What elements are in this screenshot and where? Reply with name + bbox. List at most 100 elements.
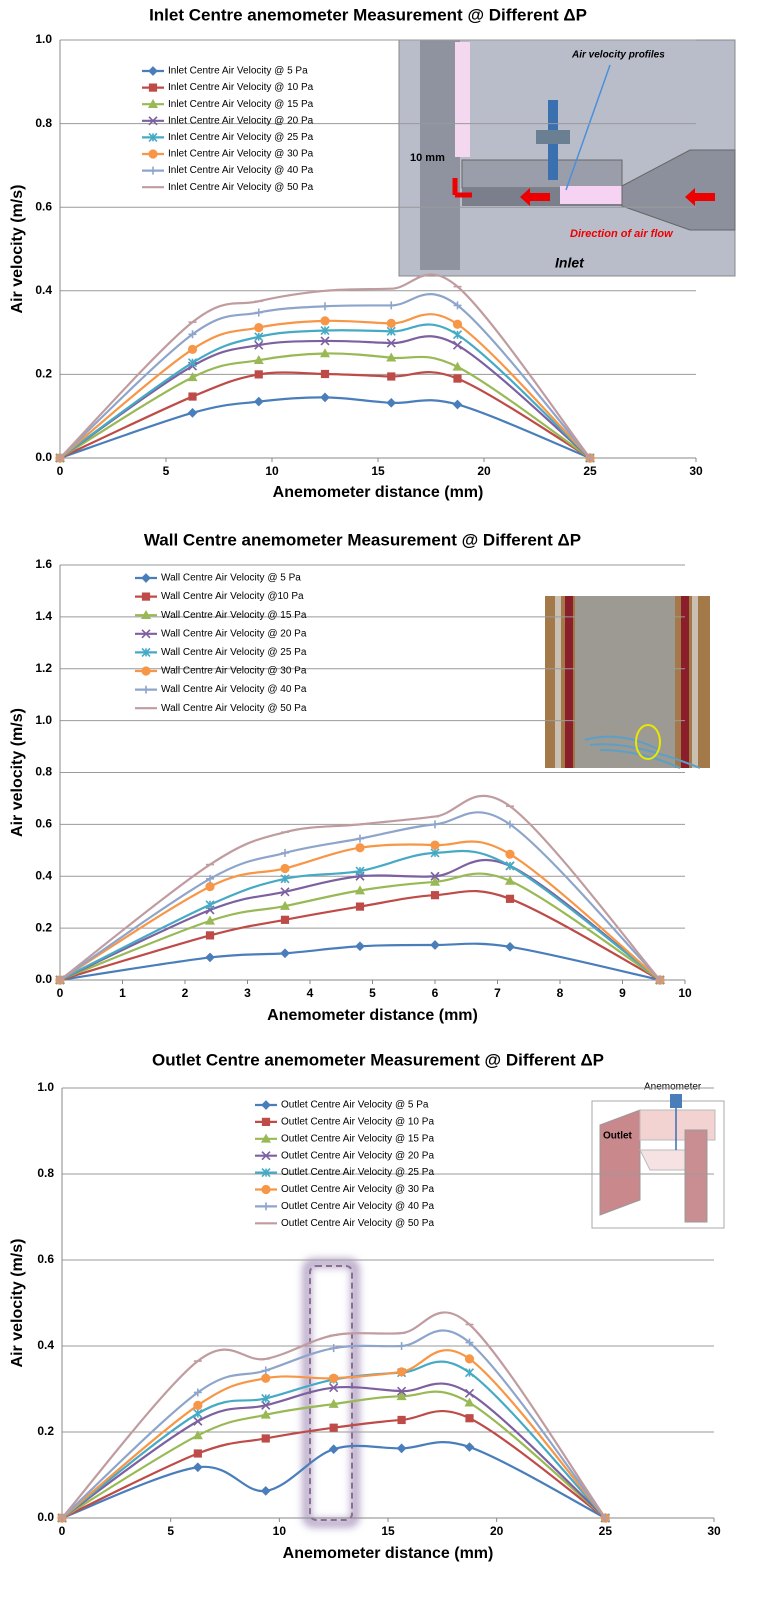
marker (280, 863, 290, 874)
legend-label: Inlet Centre Air Velocity @ 20 Pa (168, 115, 314, 126)
chart: Wall Centre anemometer Measurement @ Dif… (9, 530, 692, 1024)
marker (329, 1423, 338, 1432)
marker (465, 1338, 474, 1347)
y-axis-title: Air velocity (m/s) (9, 708, 26, 837)
marker (205, 931, 215, 940)
marker (504, 875, 516, 885)
marker (193, 1416, 203, 1426)
marker (280, 915, 290, 924)
legend-label: Outlet Centre Air Velocity @ 20 Pa (281, 1150, 434, 1161)
marker (193, 1408, 203, 1419)
marker (430, 848, 440, 858)
y-tick-label: 0.4 (35, 868, 52, 882)
marker (254, 370, 263, 379)
marker (187, 372, 198, 382)
marker (505, 894, 515, 903)
marker (396, 1367, 407, 1377)
y-tick-label: 0.0 (35, 972, 52, 986)
marker (452, 330, 463, 340)
legend-label: Outlet Centre Air Velocity @ 40 Pa (281, 1201, 434, 1212)
outlet-shape (599, 1109, 641, 1216)
marker (464, 1354, 475, 1364)
y-tick-label: 0.8 (35, 765, 52, 779)
chart-title: Inlet Centre anemometer Measurement @ Di… (149, 5, 587, 24)
wall-shape (420, 40, 460, 270)
x-tick-label: 2 (182, 986, 189, 1000)
legend-marker (141, 666, 151, 676)
marker (355, 941, 365, 952)
marker (320, 325, 330, 336)
x-tick-label: 25 (599, 1524, 613, 1538)
marker (430, 940, 440, 950)
marker (430, 891, 440, 900)
marker (386, 397, 397, 408)
arrow-mark (452, 178, 472, 198)
y-tick-label: 1.0 (35, 713, 52, 727)
profile-shape (455, 42, 470, 157)
y-tick-label: 1.2 (35, 661, 52, 675)
legend-label: Inlet Centre Air Velocity @ 50 Pa (168, 182, 314, 193)
marker (452, 399, 463, 410)
marker (187, 344, 198, 354)
x-tick-label: 4 (307, 986, 314, 1000)
marker (464, 1442, 475, 1452)
legend-label: Outlet Centre Air Velocity @ 5 Pa (281, 1100, 429, 1111)
marker (355, 866, 365, 876)
marker (387, 301, 396, 310)
marker (464, 1368, 475, 1378)
x-tick-label: 10 (678, 986, 692, 1000)
legend-marker (140, 609, 152, 620)
legend-marker (261, 1184, 271, 1195)
marker (280, 887, 290, 897)
pointer (565, 64, 611, 191)
marker (505, 941, 515, 952)
legend-label: Wall Centre Air Velocity @ 25 Pa (161, 647, 307, 658)
legend-label: Wall Centre Air Velocity @ 15 Pa (161, 610, 307, 621)
photo-strip (681, 596, 689, 768)
marker (205, 882, 215, 892)
legend-marker (141, 592, 151, 601)
photo-strip (565, 596, 573, 768)
marker (453, 301, 462, 310)
y-tick-label: 0.0 (35, 450, 52, 464)
x-tick-label: 20 (477, 464, 491, 478)
marker (397, 1415, 406, 1425)
arrow (685, 188, 715, 206)
legend-label: Wall Centre Air Velocity @ 50 Pa (161, 703, 307, 714)
chart-title: Wall Centre anemometer Measurement @ Dif… (144, 530, 581, 549)
legend-marker (262, 1202, 270, 1211)
marker (354, 885, 366, 895)
annotation: Inlet (555, 255, 585, 271)
profile-shape (560, 186, 622, 204)
marker (187, 408, 198, 418)
y-axis-title: Air velocity (m/s) (9, 185, 26, 314)
annotation: Direction of air flow (570, 228, 674, 240)
y-tick-label: 0.6 (37, 1252, 54, 1266)
legend-marker (261, 1117, 271, 1127)
marker (452, 361, 463, 371)
y-tick-label: 1.6 (35, 557, 52, 571)
legend-marker (148, 83, 158, 92)
marker (206, 874, 214, 883)
marker (320, 336, 330, 346)
x-tick-label: 3 (244, 986, 251, 1000)
legend-marker (141, 647, 151, 657)
y-tick-label: 0.2 (35, 920, 52, 934)
marker (355, 902, 365, 911)
chart-title: Outlet Centre anemometer Measurement @ D… (152, 1050, 604, 1069)
legend-marker (261, 1100, 271, 1110)
x-tick-label: 0 (57, 986, 64, 1000)
outlet-diagram: Anemometer Outlet (591, 1082, 725, 1229)
x-tick-label: 5 (167, 1524, 174, 1538)
marker (261, 1373, 271, 1383)
legend-label: Wall Centre Air Velocity @ 20 Pa (161, 628, 307, 639)
wall-shape (684, 1129, 708, 1223)
marker (329, 1344, 338, 1353)
y-tick-label: 0.6 (35, 199, 52, 213)
x-tick-label: 25 (583, 464, 597, 478)
x-axis-title: Anemometer distance (mm) (283, 1545, 494, 1562)
x-tick-label: 0 (59, 1524, 66, 1538)
legend-label: Inlet Centre Air Velocity @ 30 Pa (168, 149, 314, 160)
marker (505, 849, 515, 859)
marker (279, 900, 291, 910)
